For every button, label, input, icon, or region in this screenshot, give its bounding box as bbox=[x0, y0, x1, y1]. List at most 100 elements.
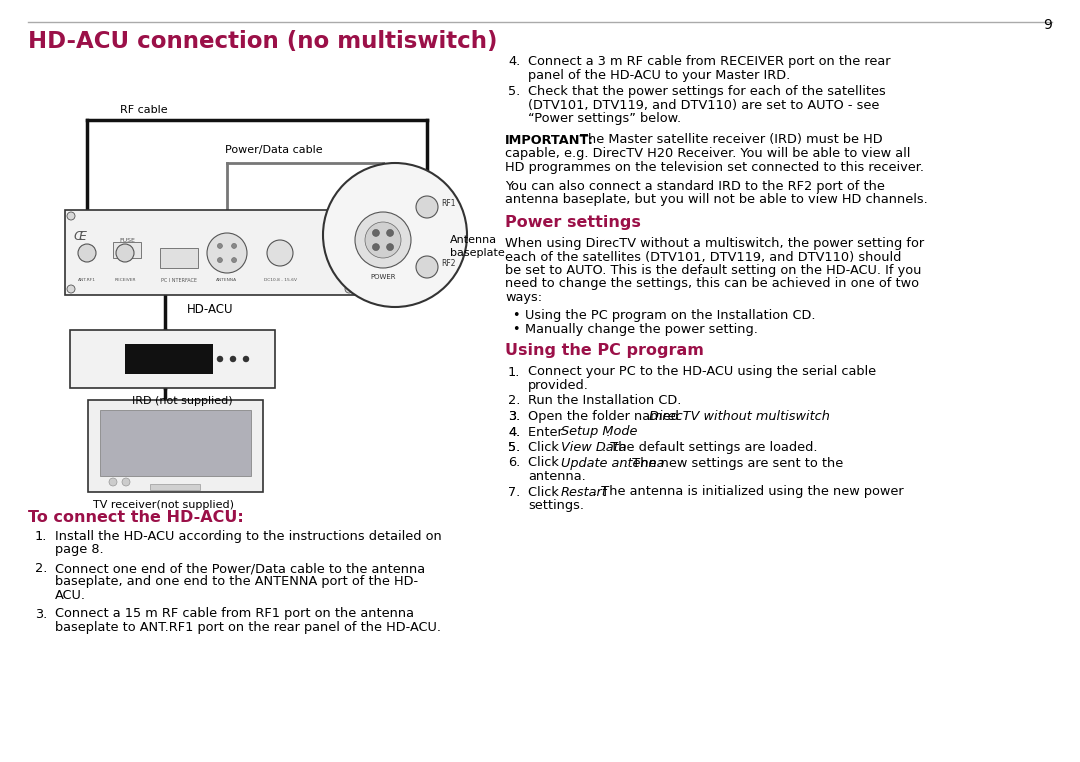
Text: (DTV101, DTV119, and DTV110) are set to AUTO - see: (DTV101, DTV119, and DTV110) are set to … bbox=[528, 98, 879, 111]
Circle shape bbox=[230, 356, 237, 362]
Text: capable, e.g. DirecTV H20 Receiver. You will be able to view all: capable, e.g. DirecTV H20 Receiver. You … bbox=[505, 147, 910, 160]
Text: 1.: 1. bbox=[508, 366, 521, 379]
Text: ANT.RF1: ANT.RF1 bbox=[78, 278, 96, 282]
Circle shape bbox=[231, 243, 237, 248]
Text: 4.: 4. bbox=[508, 55, 521, 68]
Circle shape bbox=[217, 356, 222, 362]
Text: 6.: 6. bbox=[508, 456, 521, 469]
Circle shape bbox=[416, 196, 438, 218]
Text: Run the Installation CD.: Run the Installation CD. bbox=[528, 395, 681, 408]
Text: IMPORTANT:: IMPORTANT: bbox=[505, 133, 594, 146]
Circle shape bbox=[122, 478, 130, 486]
Text: .: . bbox=[771, 410, 774, 423]
Text: Click: Click bbox=[528, 456, 563, 469]
Bar bbox=[160, 248, 198, 268]
Circle shape bbox=[387, 229, 393, 236]
Text: •: • bbox=[512, 323, 519, 336]
Bar bbox=[70, 330, 275, 388]
Text: Connect your PC to the HD-ACU using the serial cable: Connect your PC to the HD-ACU using the … bbox=[528, 366, 876, 379]
Text: Click: Click bbox=[528, 441, 563, 454]
Text: DirecTV without multiswitch: DirecTV without multiswitch bbox=[649, 410, 829, 423]
Circle shape bbox=[109, 478, 117, 486]
Circle shape bbox=[217, 243, 222, 248]
Bar bbox=[87, 400, 264, 492]
Text: antenna baseplate, but you will not be able to view HD channels.: antenna baseplate, but you will not be a… bbox=[505, 194, 928, 207]
Text: Power settings: Power settings bbox=[505, 215, 640, 230]
Text: HD-ACU connection (no multiswitch): HD-ACU connection (no multiswitch) bbox=[28, 30, 498, 53]
Text: panel of the HD-ACU to your Master IRD.: panel of the HD-ACU to your Master IRD. bbox=[528, 69, 791, 82]
Circle shape bbox=[373, 229, 379, 236]
Circle shape bbox=[116, 244, 134, 262]
Text: TV receiver(not supplied): TV receiver(not supplied) bbox=[93, 500, 234, 510]
Text: 1.: 1. bbox=[35, 530, 48, 543]
Text: Manually change the power setting.: Manually change the power setting. bbox=[525, 323, 758, 336]
Text: 5.: 5. bbox=[508, 441, 521, 454]
Text: 9: 9 bbox=[1043, 18, 1052, 32]
Text: When using DirecTV without a multiswitch, the power setting for: When using DirecTV without a multiswitch… bbox=[505, 237, 924, 250]
Circle shape bbox=[267, 240, 293, 266]
Text: You can also connect a standard IRD to the RF2 port of the: You can also connect a standard IRD to t… bbox=[505, 180, 885, 193]
Text: provided.: provided. bbox=[528, 379, 589, 392]
Circle shape bbox=[207, 233, 247, 273]
Circle shape bbox=[243, 356, 249, 362]
Text: E: E bbox=[79, 230, 86, 243]
Circle shape bbox=[78, 244, 96, 262]
Text: Power/Data cable: Power/Data cable bbox=[225, 145, 323, 155]
Text: RF1: RF1 bbox=[441, 198, 456, 207]
Text: . The antenna is initialized using the new power: . The antenna is initialized using the n… bbox=[593, 485, 903, 498]
Text: Using the PC program on the Installation CD.: Using the PC program on the Installation… bbox=[525, 309, 815, 322]
Text: DC10.8 - 15.6V: DC10.8 - 15.6V bbox=[264, 278, 297, 282]
Circle shape bbox=[323, 163, 467, 307]
Text: 7.: 7. bbox=[508, 485, 521, 498]
Text: baseplate to ANT.RF1 port on the rear panel of the HD-ACU.: baseplate to ANT.RF1 port on the rear pa… bbox=[55, 621, 441, 634]
Text: 5.: 5. bbox=[508, 441, 521, 454]
Text: Install the HD-ACU according to the instructions detailed on: Install the HD-ACU according to the inst… bbox=[55, 530, 442, 543]
Text: Update antenna: Update antenna bbox=[561, 456, 664, 469]
Text: ACU.: ACU. bbox=[55, 589, 86, 602]
Text: Using the PC program: Using the PC program bbox=[505, 344, 704, 358]
Text: 4.: 4. bbox=[508, 425, 521, 438]
Text: PC I NTERFACE: PC I NTERFACE bbox=[161, 278, 197, 283]
Text: Check that the power settings for each of the satellites: Check that the power settings for each o… bbox=[528, 85, 886, 98]
Bar bbox=[100, 410, 251, 476]
Text: 3.: 3. bbox=[508, 410, 521, 423]
Text: RF cable: RF cable bbox=[120, 105, 167, 115]
Text: ways:: ways: bbox=[505, 291, 542, 304]
Text: baseplate: baseplate bbox=[450, 248, 504, 258]
Text: HD programmes on the television set connected to this receiver.: HD programmes on the television set conn… bbox=[505, 161, 924, 174]
Text: The Master satellite receiver (IRD) must be HD: The Master satellite receiver (IRD) must… bbox=[580, 133, 882, 146]
Text: RECEIVER: RECEIVER bbox=[114, 278, 136, 282]
Text: “Power settings” below.: “Power settings” below. bbox=[528, 112, 681, 125]
Text: Enter: Enter bbox=[528, 425, 567, 438]
Circle shape bbox=[67, 212, 75, 220]
Circle shape bbox=[217, 258, 222, 263]
Text: Connect one end of the Power/Data cable to the antenna: Connect one end of the Power/Data cable … bbox=[55, 562, 426, 575]
Circle shape bbox=[387, 244, 393, 251]
Text: 3.: 3. bbox=[35, 607, 48, 620]
Text: 4.: 4. bbox=[508, 425, 521, 438]
Circle shape bbox=[355, 212, 411, 268]
Circle shape bbox=[345, 285, 353, 293]
Text: Connect a 15 m RF cable from RF1 port on the antenna: Connect a 15 m RF cable from RF1 port on… bbox=[55, 607, 414, 620]
Text: Restart: Restart bbox=[561, 485, 608, 498]
Text: C: C bbox=[73, 230, 82, 243]
Text: ANTENNA: ANTENNA bbox=[216, 278, 238, 282]
Text: Setup Mode: Setup Mode bbox=[561, 425, 637, 438]
Text: POWER: POWER bbox=[370, 274, 395, 280]
Bar bbox=[113, 242, 141, 258]
Text: FUSE: FUSE bbox=[119, 238, 135, 243]
Text: need to change the settings, this can be achieved in one of two: need to change the settings, this can be… bbox=[505, 277, 919, 290]
Text: each of the satellites (DTV101, DTV119, and DTV110) should: each of the satellites (DTV101, DTV119, … bbox=[505, 251, 902, 264]
Bar bbox=[125, 344, 213, 374]
Text: 3.: 3. bbox=[508, 410, 521, 423]
Bar bbox=[65, 210, 355, 295]
Circle shape bbox=[373, 244, 379, 251]
Text: settings.: settings. bbox=[528, 499, 584, 512]
Text: IRD (not supplied): IRD (not supplied) bbox=[133, 396, 233, 406]
Text: HD-ACU: HD-ACU bbox=[187, 303, 233, 316]
Text: 5.: 5. bbox=[508, 85, 521, 98]
Text: 2.: 2. bbox=[508, 395, 521, 408]
Text: •: • bbox=[512, 309, 519, 322]
Bar bbox=[150, 484, 200, 490]
Text: Connect a 3 m RF cable from RECEIVER port on the rear: Connect a 3 m RF cable from RECEIVER por… bbox=[528, 55, 891, 68]
